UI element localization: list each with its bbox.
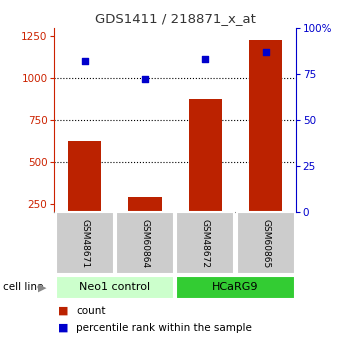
Bar: [176, 212, 234, 274]
Text: ■: ■: [58, 306, 68, 315]
Bar: [56, 212, 114, 274]
Bar: [116, 212, 174, 274]
Point: [142, 77, 148, 82]
Text: count: count: [76, 306, 106, 315]
Text: GSM48672: GSM48672: [201, 219, 210, 268]
Bar: [68, 141, 101, 246]
Text: ■: ■: [58, 323, 68, 333]
Bar: [56, 276, 174, 299]
Text: percentile rank within the sample: percentile rank within the sample: [76, 323, 252, 333]
Text: cell line: cell line: [3, 282, 44, 292]
Text: GSM60865: GSM60865: [261, 219, 270, 268]
Text: GSM48671: GSM48671: [80, 219, 89, 268]
Point: [263, 49, 268, 55]
Bar: [189, 99, 222, 246]
Text: HCaRG9: HCaRG9: [212, 282, 259, 292]
Text: ▶: ▶: [38, 282, 47, 292]
Point: [82, 58, 87, 63]
Bar: [176, 276, 294, 299]
Bar: [237, 212, 294, 274]
Text: Neo1 control: Neo1 control: [79, 282, 150, 292]
Bar: [128, 197, 162, 246]
Bar: [249, 40, 282, 246]
Text: GSM60864: GSM60864: [140, 219, 149, 268]
Point: [203, 56, 208, 62]
Title: GDS1411 / 218871_x_at: GDS1411 / 218871_x_at: [95, 12, 256, 25]
